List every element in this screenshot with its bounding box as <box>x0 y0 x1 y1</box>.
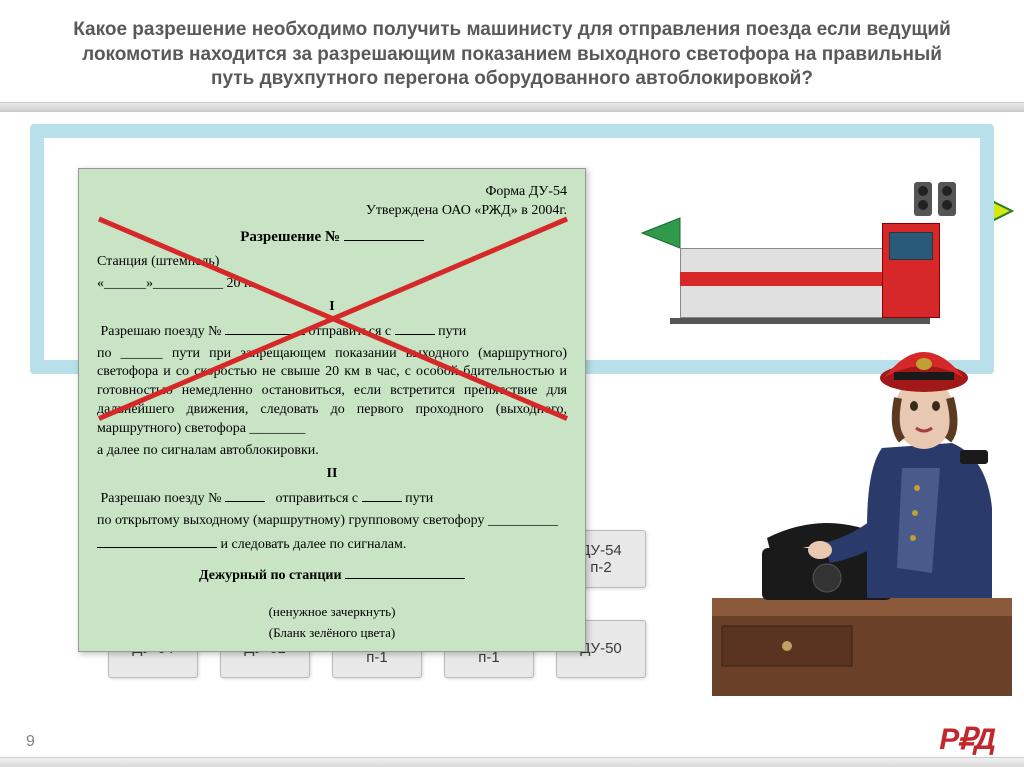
train-stripe <box>680 272 910 286</box>
signal-flag-icon <box>640 216 684 250</box>
rzd-logo: P₽Д <box>939 722 994 757</box>
form-section-1: I <box>97 298 567 317</box>
form-duty: Дежурный по станции <box>97 565 567 586</box>
form-station: Станция (штемпель) <box>97 253 567 272</box>
form-du54-overlay: Форма ДУ-54 Утверждена ОАО «РЖД» в 2004г… <box>78 168 586 652</box>
train-cab <box>882 223 940 318</box>
form-note-2: (Бланк зелёного цвета) <box>97 624 567 642</box>
divider-strip <box>0 102 1024 112</box>
question-text: Какое разрешение необходимо получить маш… <box>0 0 1024 102</box>
form-line: Разрешаю поезду № отправиться с пути <box>97 321 567 342</box>
form-note-1: (ненужное зачеркнуть) <box>97 603 567 621</box>
form-section-2: II <box>97 465 567 484</box>
form-line: Разрешаю поезду № отправиться с пути <box>97 488 567 509</box>
dispatcher-illustration <box>702 308 1022 708</box>
form-permission-title: Разрешение № <box>97 227 567 247</box>
form-date: «______»__________ 20 г. <box>97 275 567 294</box>
form-line: а далее по сигналам автоблокировки. <box>97 442 567 461</box>
form-line: по ______ пути при запрещающем показании… <box>97 345 567 439</box>
form-line: и следовать далее по сигналам. <box>97 534 567 555</box>
signal-lights-icon <box>910 180 960 220</box>
footer-strip <box>0 757 1024 767</box>
train-window <box>889 232 933 260</box>
page-number: 9 <box>26 733 35 751</box>
train-illustration <box>640 198 940 318</box>
form-header-1: Форма ДУ-54 <box>97 183 567 202</box>
footer-band <box>0 717 1024 757</box>
form-line: по открытому выходному (маршрутному) гру… <box>97 512 567 531</box>
form-header-2: Утверждена ОАО «РЖД» в 2004г. <box>97 202 567 221</box>
